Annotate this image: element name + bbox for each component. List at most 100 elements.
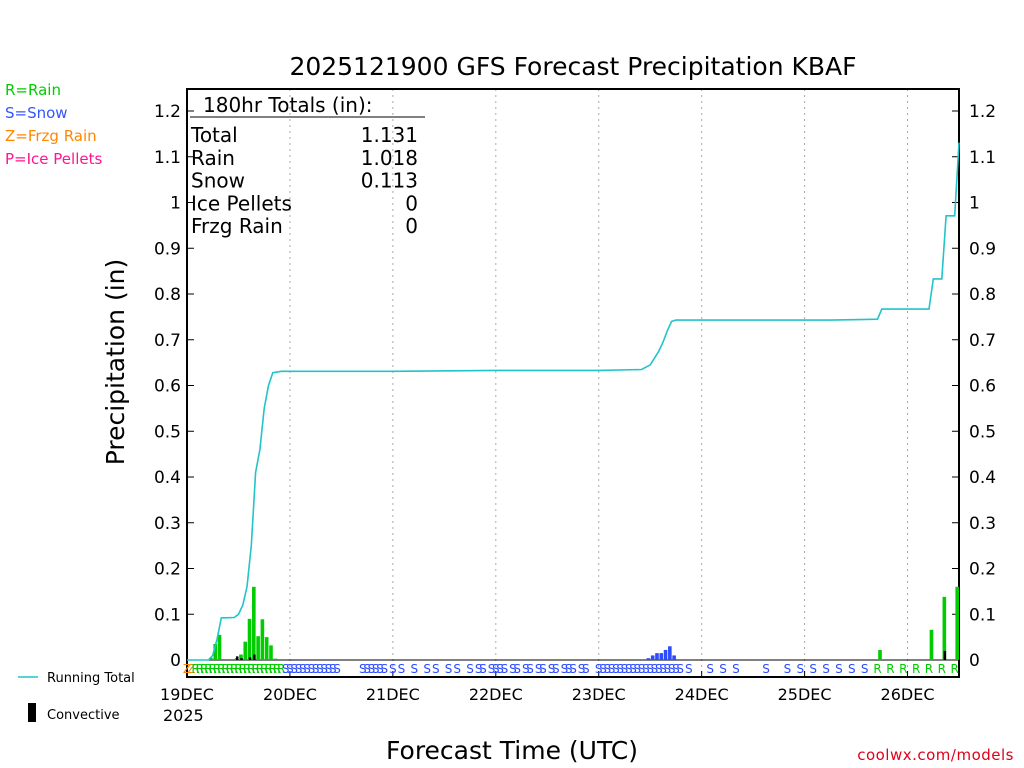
- convective-legend-swatch: [28, 703, 36, 722]
- ptype-letter-rain: R: [251, 662, 259, 676]
- precip-bar-rain: [239, 654, 243, 660]
- y-tick-label-left: 0: [170, 651, 181, 671]
- ptype-letter-rain: R: [247, 662, 255, 676]
- y-tick-label-right: 1.1: [969, 148, 996, 168]
- y-tick-label-left: 0.6: [154, 377, 181, 397]
- ptype-letter-snow: S: [290, 662, 298, 676]
- precip-bar-rain: [929, 629, 934, 660]
- y-tick-label-right: 0.2: [969, 560, 996, 580]
- ptype-letter-rain: R: [239, 662, 247, 676]
- ptype-letter-snow: S: [526, 662, 534, 676]
- ptype-letter-rain: R: [204, 662, 212, 676]
- y-tick-label-left: 0.1: [154, 605, 181, 625]
- y-axis-title: Precipitation (in): [101, 259, 130, 466]
- ptype-letter-snow: S: [312, 662, 320, 676]
- precip-bar-rain: [252, 586, 256, 660]
- ptype-letter-snow: S: [861, 662, 869, 676]
- ptype-letter-snow: S: [561, 662, 569, 676]
- ptype-letter-snow: S: [809, 662, 817, 676]
- ptype-letter-snow: S: [659, 662, 667, 676]
- ptype-letter-snow: S: [616, 662, 624, 676]
- ptype-letter-snow: S: [595, 662, 603, 676]
- ptype-letter-snow: S: [513, 662, 521, 676]
- y-tick-label-left: 1.1: [154, 148, 181, 168]
- ptype-letter-snow: S: [308, 662, 316, 676]
- precip-bar-rain: [247, 618, 252, 660]
- y-tick-label-right: 0.5: [969, 422, 996, 442]
- ptype-letter-snow: S: [578, 662, 586, 676]
- ptype-letter-snow: S: [509, 662, 517, 676]
- totals-row-value: 1.131: [361, 123, 418, 147]
- ptype-letter-rain: R: [269, 662, 277, 676]
- y-tick-label-left: 0.9: [154, 239, 181, 259]
- running-total-legend-label: Running Total: [47, 671, 135, 686]
- ptype-letter-snow: S: [621, 662, 629, 676]
- ptype-letter-snow: S: [676, 662, 684, 676]
- ptype-letter-rain: R: [951, 662, 959, 676]
- precip-bar-rain: [942, 596, 947, 660]
- y-tick-label-left: 0.4: [154, 468, 181, 488]
- ptype-letter-snow: S: [501, 662, 509, 676]
- ptype-letter-snow: S: [548, 662, 556, 676]
- ptype-letter-rain: R: [191, 662, 199, 676]
- totals-row-label: Total: [190, 123, 238, 147]
- y-tick-label-right: 0: [969, 651, 980, 671]
- ptype-letter-snow: S: [796, 662, 804, 676]
- precip-bar-rain: [955, 586, 959, 660]
- ptype-letter-snow: S: [668, 662, 676, 676]
- totals-row-value: 0.113: [361, 169, 418, 193]
- ptype-letter-snow: S: [565, 662, 573, 676]
- legend-ice-pellets: P=Ice Pellets: [5, 150, 103, 168]
- ptype-letter-snow: S: [475, 662, 483, 676]
- y-tick-label-left: 1.2: [154, 102, 181, 122]
- ptype-letter-snow: S: [685, 662, 693, 676]
- x-tick-label: 26DEC: [881, 685, 935, 704]
- ptype-letter-rain: R: [234, 662, 242, 676]
- ptype-letter-rain: R: [200, 662, 208, 676]
- x-year-label: 2025: [163, 706, 204, 725]
- ptype-letter-rain: R: [209, 662, 217, 676]
- ptype-letter-snow: S: [651, 662, 659, 676]
- x-tick-label: 21DEC: [366, 685, 420, 704]
- ptype-letter-snow: S: [398, 662, 406, 676]
- ptype-letter-snow: S: [295, 662, 303, 676]
- ptype-letter-rain: R: [873, 662, 881, 676]
- ptype-letter-snow: S: [634, 662, 642, 676]
- ptype-letter-snow: S: [822, 662, 830, 676]
- ptype-letter-rain: R: [925, 662, 933, 676]
- precip-bar-rain: [217, 634, 222, 660]
- ptype-letter-snow: S: [380, 662, 388, 676]
- ptype-letter-snow: S: [706, 662, 714, 676]
- y-tick-label-left: 0.8: [154, 285, 181, 305]
- ptype-letter-snow: S: [368, 662, 376, 676]
- convective-bar: [235, 656, 239, 660]
- totals-row-value: 0: [405, 214, 418, 238]
- y-tick-label-right: 0.7: [969, 331, 996, 351]
- ptype-letter-snow: S: [445, 662, 453, 676]
- plot-frame: [186, 88, 960, 678]
- y-tick-label-right: 1: [969, 194, 980, 214]
- ptype-letter-rain: R: [886, 662, 894, 676]
- ptype-letter-rain: R: [213, 662, 221, 676]
- ptype-letter-snow: S: [376, 662, 384, 676]
- x-tick-label: 22DEC: [469, 685, 523, 704]
- ptype-letter-snow: S: [848, 662, 856, 676]
- ptype-letter-snow: S: [719, 662, 727, 676]
- ptype-letter-snow: S: [479, 662, 487, 676]
- legend-snow: S=Snow: [5, 104, 68, 122]
- ptype-letter-snow: S: [389, 662, 397, 676]
- ptype-letter-snow: S: [672, 662, 680, 676]
- ptype-letter-snow: S: [492, 662, 500, 676]
- ptype-letter-snow: S: [488, 662, 496, 676]
- ptype-letter-rain: R: [260, 662, 268, 676]
- ptype-letter-snow: S: [608, 662, 616, 676]
- convective-legend-label: Convective: [47, 708, 120, 723]
- ptype-letter-rain: R: [264, 662, 272, 676]
- ptype-letter-snow: S: [320, 662, 328, 676]
- ptype-letter-frzg: Z: [187, 662, 195, 676]
- y-tick-label-right: 0.8: [969, 285, 996, 305]
- ptype-letter-rain: R: [899, 662, 907, 676]
- precip-bar-rain: [209, 657, 213, 660]
- totals-row-value: 0: [405, 191, 418, 215]
